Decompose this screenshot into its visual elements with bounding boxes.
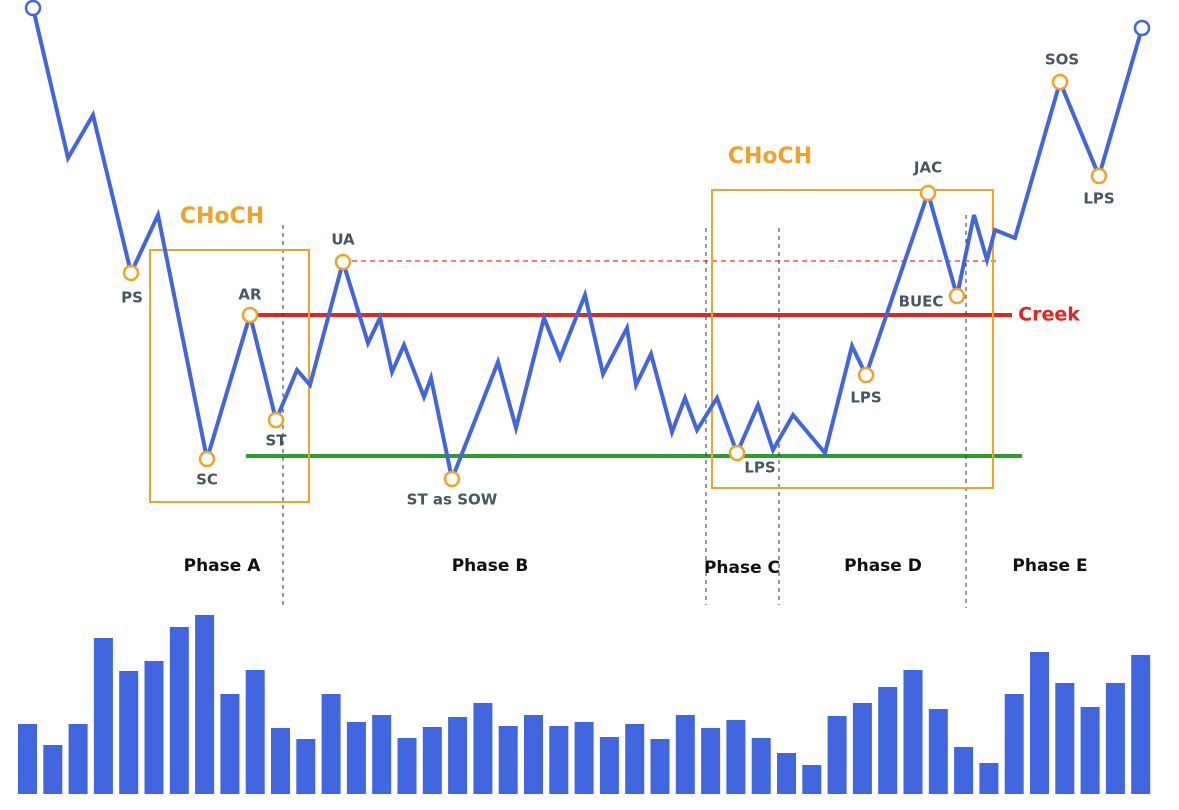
event-label: JAC: [913, 159, 942, 177]
volume-bar: [802, 765, 822, 794]
phase-label: Phase B: [452, 556, 529, 576]
volume-bar: [726, 720, 746, 794]
volume-bar: [1080, 707, 1100, 794]
event-marker: [198, 450, 216, 468]
volume-bar: [296, 739, 316, 794]
volume-bar: [220, 694, 240, 794]
event-marker: [1090, 167, 1108, 185]
event-marker: [443, 470, 461, 488]
volume-bar: [777, 753, 796, 794]
volume-bar: [979, 763, 999, 794]
volume-bar: [93, 638, 113, 794]
price-line: [31, 7, 1144, 486]
event-label: AR: [238, 286, 262, 304]
choch-box: [711, 189, 994, 489]
event-marker: [1051, 73, 1069, 91]
event-markers: [122, 73, 1108, 488]
event-label: ST: [265, 432, 287, 450]
volume-bar: [448, 717, 468, 794]
volume-bar: [625, 724, 645, 794]
event-label: LPS: [744, 459, 775, 477]
end-point: [1133, 19, 1151, 37]
volume-bar: [903, 670, 923, 794]
phase-label: Phase E: [1012, 556, 1087, 576]
start-point: [24, 0, 42, 17]
event-label: ST as SOW: [407, 491, 498, 509]
event-marker: [334, 253, 352, 271]
volume-bar: [852, 703, 872, 794]
choch-box: [149, 249, 310, 503]
volume-bar: [650, 739, 670, 794]
event-marker: [267, 411, 285, 429]
volume-bar: [878, 687, 898, 794]
volume-bar: [1030, 652, 1049, 794]
phase-label: Phase D: [844, 556, 922, 576]
volume-bar: [119, 671, 139, 794]
event-label: LPS: [850, 389, 881, 407]
volume-bar: [473, 703, 493, 794]
volume-bar: [1004, 694, 1024, 794]
volume-bar: [1105, 683, 1125, 794]
volume-bar: [43, 745, 63, 794]
volume-bar: [827, 716, 847, 794]
event-marker: [122, 264, 140, 282]
event-marker: [919, 184, 937, 202]
volume-bar: [954, 747, 974, 794]
creek-label: Creek: [1018, 304, 1080, 326]
volume-bar: [701, 728, 721, 794]
volume-bars: [18, 615, 1151, 794]
choch-label: CHoCH: [180, 204, 264, 229]
volume-bar: [321, 694, 341, 794]
volume-bar: [195, 615, 215, 794]
event-marker: [948, 287, 966, 305]
volume-bar: [68, 724, 88, 794]
event-label: UA: [331, 231, 355, 249]
phase-dividers: [282, 215, 967, 608]
volume-bar: [372, 715, 392, 794]
event-label: PS: [121, 289, 143, 307]
phase-label: Phase C: [704, 558, 780, 578]
event-marker: [857, 366, 875, 384]
volume-bar: [144, 661, 164, 794]
volume-bar: [18, 724, 37, 794]
choch-label: CHoCH: [728, 144, 812, 169]
volume-bar: [271, 728, 290, 794]
phase-label: Phase A: [184, 556, 262, 576]
volume-bar: [751, 738, 771, 794]
volume-bar: [1131, 655, 1151, 794]
volume-bar: [549, 726, 569, 794]
volume-bar: [599, 737, 619, 794]
volume-bar: [169, 627, 189, 794]
event-label: BUEC: [899, 293, 944, 311]
event-label: SC: [196, 471, 218, 489]
event-label: SOS: [1045, 51, 1079, 69]
volume-bar: [574, 722, 594, 794]
volume-bar: [524, 715, 543, 794]
event-label: LPS: [1083, 190, 1114, 208]
volume-bar: [498, 726, 518, 794]
event-marker: [728, 444, 746, 462]
volume-bar: [245, 670, 265, 794]
volume-bar: [675, 715, 695, 794]
event-marker: [241, 306, 259, 324]
volume-bar: [422, 727, 442, 794]
volume-bar: [397, 738, 417, 794]
volume-bar: [928, 709, 948, 794]
volume-bar: [346, 722, 366, 794]
volume-bar: [1055, 683, 1075, 794]
